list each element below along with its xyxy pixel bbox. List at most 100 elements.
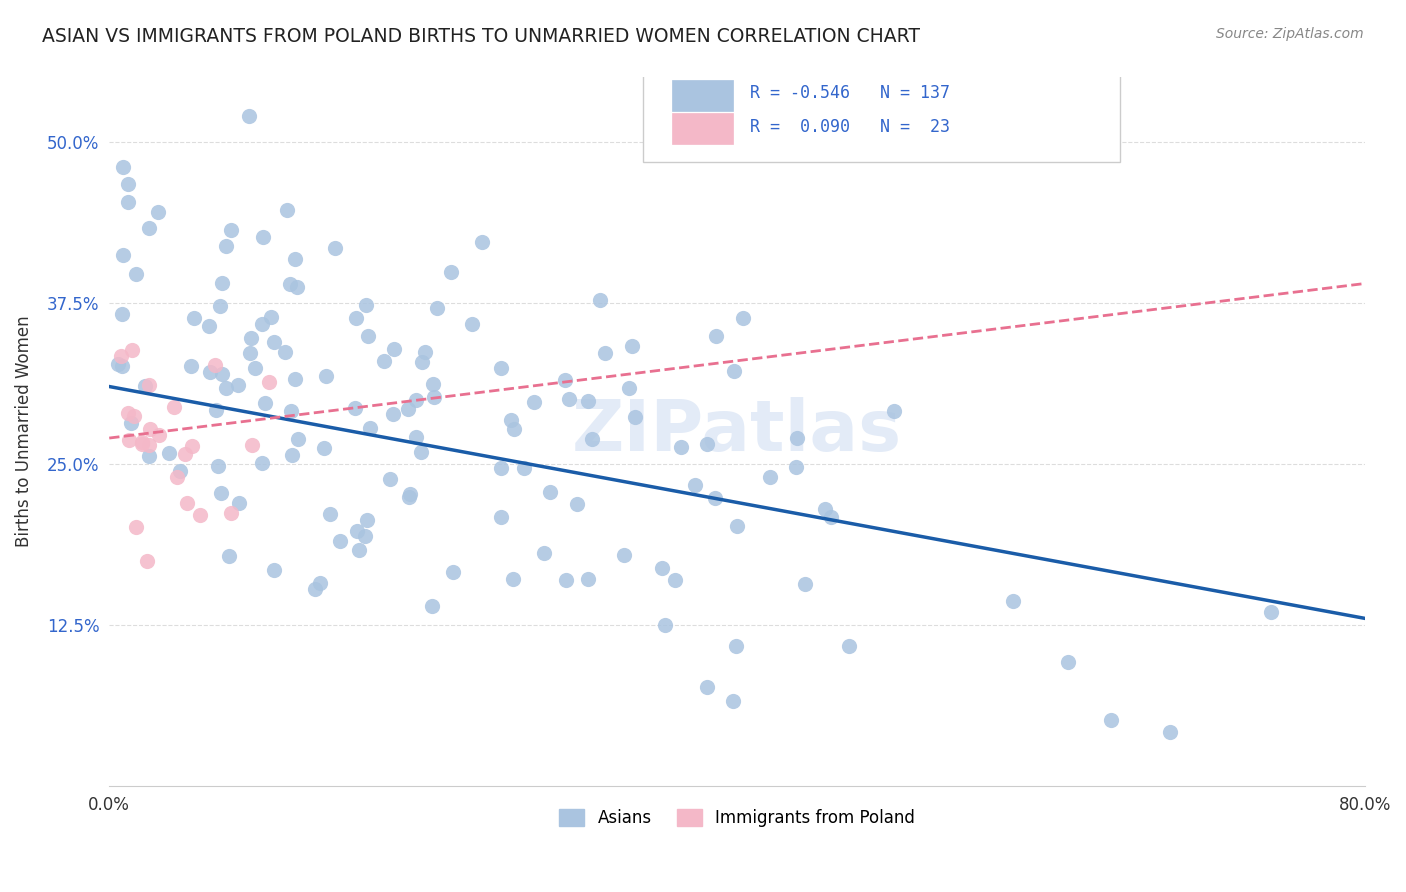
- Point: [420, 599, 443, 614]
- Point: [111, 359, 134, 374]
- Point: [315, 369, 337, 384]
- Point: [523, 394, 546, 409]
- Point: [174, 447, 197, 461]
- Point: [359, 421, 381, 435]
- Point: [683, 478, 706, 492]
- Point: [148, 428, 170, 442]
- Point: [287, 280, 309, 294]
- Point: [786, 431, 808, 445]
- Point: [181, 439, 204, 453]
- Point: [344, 310, 367, 325]
- Point: [308, 575, 330, 590]
- Point: [725, 640, 748, 654]
- Point: [125, 520, 148, 534]
- Point: [1001, 594, 1024, 608]
- Point: [239, 345, 262, 359]
- Point: [1159, 725, 1181, 739]
- Point: [696, 680, 718, 694]
- Point: [793, 577, 815, 591]
- FancyBboxPatch shape: [672, 79, 734, 111]
- Legend: Asians, Immigrants from Poland: Asians, Immigrants from Poland: [553, 803, 921, 834]
- Point: [499, 413, 522, 427]
- Point: [204, 358, 226, 372]
- Point: [243, 361, 266, 376]
- Point: [207, 458, 229, 473]
- Point: [228, 496, 250, 510]
- Point: [166, 469, 188, 483]
- Point: [111, 307, 134, 321]
- Point: [276, 202, 298, 217]
- Point: [138, 438, 160, 452]
- Point: [723, 364, 745, 378]
- Point: [343, 401, 366, 416]
- Point: [399, 487, 422, 501]
- Point: [512, 461, 534, 475]
- Point: [356, 512, 378, 526]
- Point: [423, 390, 446, 404]
- Point: [409, 445, 432, 459]
- Point: [146, 205, 169, 219]
- Point: [169, 464, 191, 478]
- Point: [252, 230, 274, 244]
- FancyBboxPatch shape: [672, 113, 734, 144]
- Point: [502, 422, 524, 436]
- Point: [138, 378, 160, 392]
- Point: [138, 221, 160, 235]
- Point: [405, 393, 427, 408]
- Point: [696, 437, 718, 451]
- Point: [489, 509, 512, 524]
- Point: [381, 407, 404, 421]
- Text: R =  0.090   N =  23: R = 0.090 N = 23: [749, 118, 949, 136]
- Point: [349, 543, 371, 558]
- Point: [180, 359, 202, 373]
- Point: [725, 519, 748, 533]
- Point: [704, 491, 727, 505]
- Point: [125, 267, 148, 281]
- Point: [287, 433, 309, 447]
- Point: [117, 194, 139, 209]
- Point: [211, 367, 233, 381]
- Point: [183, 311, 205, 326]
- Point: [163, 401, 186, 415]
- Point: [263, 563, 285, 577]
- Point: [346, 524, 368, 538]
- Point: [704, 328, 727, 343]
- Point: [595, 346, 617, 360]
- Point: [883, 403, 905, 417]
- Point: [619, 381, 641, 395]
- Point: [284, 371, 307, 385]
- Point: [623, 410, 645, 425]
- Point: [613, 548, 636, 562]
- Point: [120, 416, 142, 430]
- Point: [759, 469, 782, 483]
- Point: [252, 317, 274, 331]
- Point: [354, 298, 377, 312]
- Point: [118, 433, 141, 447]
- Point: [721, 694, 744, 708]
- FancyBboxPatch shape: [643, 67, 1121, 162]
- Point: [588, 293, 610, 307]
- Point: [131, 437, 153, 451]
- Point: [1099, 713, 1122, 727]
- Point: [215, 239, 238, 253]
- Point: [411, 354, 433, 368]
- Point: [263, 334, 285, 349]
- Point: [117, 177, 139, 191]
- Point: [122, 409, 145, 423]
- Point: [785, 459, 807, 474]
- Point: [576, 572, 599, 586]
- Point: [312, 442, 335, 456]
- Point: [218, 549, 240, 563]
- Point: [329, 534, 352, 549]
- Y-axis label: Births to Unmarried Women: Births to Unmarried Women: [15, 316, 32, 548]
- Point: [209, 486, 232, 500]
- Point: [131, 434, 153, 449]
- Point: [319, 508, 342, 522]
- Point: [671, 440, 693, 454]
- Point: [198, 319, 221, 334]
- Point: [664, 573, 686, 587]
- Point: [136, 554, 159, 568]
- Point: [107, 357, 129, 371]
- Point: [1260, 605, 1282, 619]
- Point: [323, 241, 346, 255]
